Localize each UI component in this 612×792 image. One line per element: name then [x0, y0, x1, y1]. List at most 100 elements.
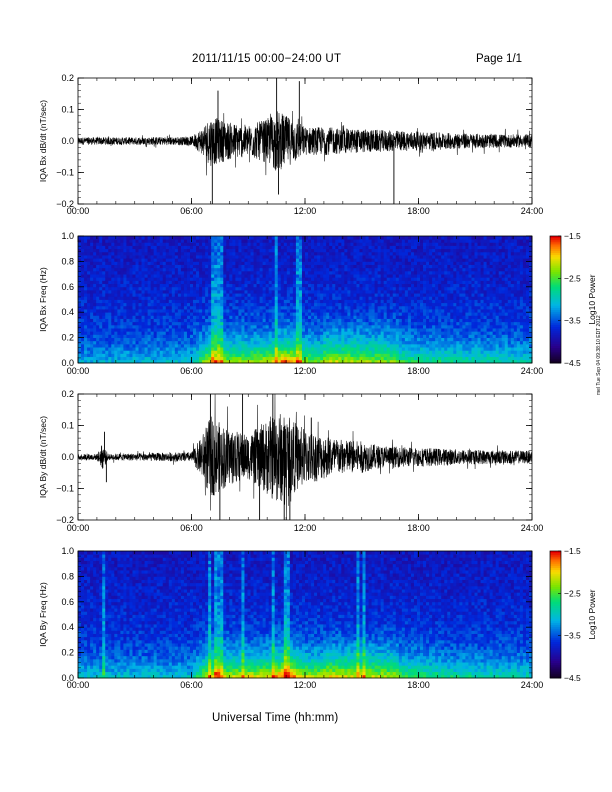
heat-cell [265, 328, 270, 332]
heat-cell [371, 324, 376, 329]
heat-cell [389, 302, 394, 307]
heat-cell [404, 299, 409, 304]
heat-cell [335, 331, 339, 335]
heat-cell [84, 258, 88, 262]
heat-cell [241, 277, 245, 281]
heat-cell [371, 280, 376, 285]
heat-cell [180, 337, 185, 342]
heat-cell [420, 283, 424, 288]
heat-cell [168, 236, 173, 240]
heat-cell [359, 312, 363, 316]
heat-cell [317, 242, 321, 246]
heat-cell [232, 283, 236, 288]
heat-cell [308, 251, 312, 256]
heat-cell [114, 328, 118, 332]
heat-cell [404, 245, 409, 250]
heat-cell [262, 340, 267, 345]
heat-cell [398, 334, 403, 338]
heat-cell [338, 283, 342, 288]
heat-cell [174, 277, 179, 281]
heat-cell [135, 289, 139, 294]
heat-cell [274, 324, 279, 329]
heat-cell [416, 334, 421, 338]
heat-cell [265, 353, 270, 358]
heat-cell [274, 280, 279, 285]
heat-cell [150, 274, 155, 278]
heat-cell [235, 324, 239, 329]
heat-cell [193, 315, 197, 319]
heat-cell [183, 347, 188, 351]
heat-cell [208, 309, 212, 313]
heat-cell [126, 318, 130, 323]
heat-cell [199, 248, 203, 253]
heat-cell [147, 334, 152, 338]
heat-cell [208, 255, 212, 259]
heat-cell [229, 318, 233, 323]
heat-cell [353, 242, 357, 246]
heat-cell [438, 245, 442, 250]
heat-cell [298, 328, 303, 332]
heat-cell [292, 296, 297, 300]
heat-cell [202, 359, 206, 364]
heat-cell [123, 318, 127, 323]
heat-cell [332, 315, 336, 319]
heat-cell [274, 289, 279, 294]
heat-cell [186, 318, 191, 323]
heat-cell [311, 286, 315, 291]
heat-cell [186, 334, 191, 338]
heat-cell [199, 286, 203, 291]
heat-cell [326, 328, 330, 332]
heat-cell [111, 264, 115, 269]
heat-cell [186, 283, 191, 288]
heat-cell [344, 277, 348, 281]
heat-cell [347, 318, 351, 323]
heat-cell [289, 331, 294, 335]
heat-cell [404, 255, 409, 259]
heat-cell [199, 267, 203, 272]
heat-cell [93, 286, 97, 291]
heat-cell [205, 258, 209, 262]
heat-cell [174, 267, 179, 272]
heat-cell [174, 283, 179, 288]
heat-cell [292, 264, 297, 269]
heat-cell [250, 337, 254, 342]
heat-cell [93, 359, 97, 364]
heat-cell [177, 248, 182, 253]
heat-cell [347, 242, 351, 246]
heat-cell [223, 337, 227, 342]
heat-cell [87, 274, 91, 278]
heat-cell [311, 296, 315, 300]
heat-cell [81, 236, 85, 240]
heat-cell [193, 343, 197, 348]
heat-cell [407, 328, 412, 332]
heat-cell [420, 353, 424, 358]
heat-cell [241, 321, 245, 326]
heat-cell [123, 280, 127, 285]
heat-cell [311, 289, 315, 294]
heat-cell [401, 359, 406, 364]
heat-cell [235, 321, 239, 326]
heat-cell [153, 337, 158, 342]
heat-cell [174, 289, 179, 294]
heat-cell [368, 261, 372, 265]
heat-cell [235, 334, 239, 338]
heat-cell [359, 289, 363, 294]
heat-cell [165, 315, 170, 319]
heat-cell [323, 350, 327, 354]
heat-cell [132, 236, 136, 240]
heat-cell [317, 248, 321, 253]
heat-cell [289, 359, 294, 364]
heat-cell [353, 251, 357, 256]
heat-cell [407, 305, 412, 310]
heat-cell [220, 280, 224, 285]
heat-cell [229, 337, 233, 342]
heat-cell [87, 245, 91, 250]
heat-cell [114, 343, 118, 348]
heat-cell [298, 289, 303, 294]
heat-cell [247, 283, 251, 288]
heat-cell [132, 353, 136, 358]
heat-cell [138, 328, 142, 332]
heat-cell [305, 286, 309, 291]
heat-cell [168, 353, 173, 358]
heat-cell [105, 296, 109, 300]
